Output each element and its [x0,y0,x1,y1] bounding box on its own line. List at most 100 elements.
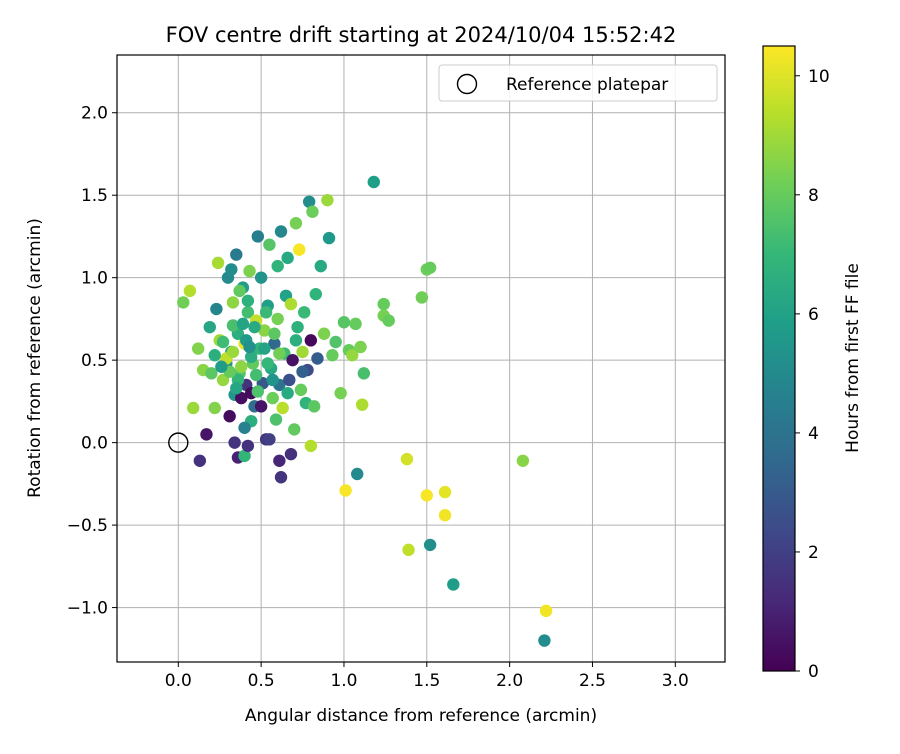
data-point [307,400,321,413]
data-point [226,319,240,332]
x-tick-label: 0.5 [248,671,275,691]
y-tick-label: 0.5 [81,351,108,371]
data-point [259,306,273,319]
data-point [266,373,279,387]
data-point [225,263,238,276]
data-point [346,349,359,362]
data-point [302,195,316,209]
data-point [215,360,228,373]
data-point [284,447,298,461]
data-point [268,327,281,340]
data-point [309,287,323,301]
data-point [269,413,283,426]
data-point [423,261,437,274]
data-point [228,436,241,449]
data-point [238,421,251,434]
data-point [261,357,274,370]
data-point [322,231,336,245]
data-point [263,238,276,251]
data-point [271,259,284,273]
data-point [321,193,334,207]
data-point [296,345,309,359]
data-point [244,350,258,364]
data-point [402,543,415,557]
data-point [281,386,294,400]
data-point [241,294,255,307]
data-point [205,367,218,380]
data-point [251,385,265,398]
data-point [230,248,243,261]
data-point [248,320,261,334]
data-point [254,271,268,284]
data-point [193,454,207,467]
data-point [268,337,281,350]
data-point [208,401,221,415]
colorbar-tick-label: 2 [808,543,819,563]
data-point [273,454,286,467]
data-point [298,306,311,319]
data-point [289,334,303,347]
data-point [538,634,551,647]
data-point [539,604,553,618]
data-point [284,297,298,311]
data-point [382,314,395,327]
colorbar [762,45,796,672]
data-point [203,320,216,334]
data-point [271,312,284,326]
legend-label-reference: Reference platepar [506,75,668,95]
data-point [329,335,342,349]
data-point [263,433,276,446]
data-point [354,340,367,354]
colorbar-tick-label: 8 [808,186,819,206]
data-point [233,284,246,298]
y-tick-label: 1.0 [81,269,108,289]
data-point [243,264,256,278]
data-point [351,467,364,481]
data-point [289,217,303,230]
y-axis-label: Rotation from reference (arcmin) [25,218,45,498]
data-point [438,508,452,522]
data-point [516,454,530,467]
colorbar-tick-label: 4 [808,424,819,444]
data-point [266,391,279,405]
data-point [304,439,318,453]
legend: Reference platepar [438,64,718,102]
data-point [304,334,318,347]
data-point [235,360,248,373]
data-point [251,230,265,243]
data-point [447,578,460,591]
data-point [276,401,289,415]
data-point [423,538,437,552]
plot-frame [116,54,726,663]
data-point [177,296,190,309]
data-point [236,317,250,331]
data-point [226,296,240,309]
colorbar-tick-label: 0 [808,662,819,682]
data-point [349,317,362,331]
data-point [355,398,369,411]
data-point [293,243,306,256]
data-point [258,342,271,355]
data-point [377,297,390,311]
data-point [294,383,308,397]
data-point [254,400,268,413]
colorbar-label: Hours from first FF file [843,263,863,453]
legend-box [438,64,718,102]
data-point [314,259,327,273]
data-point [216,335,230,349]
x-tick-label: 1.0 [330,671,357,691]
data-point [326,349,339,362]
y-tick-label: −0.5 [67,516,108,536]
data-point [415,291,429,304]
data-point [334,386,347,400]
data-point [438,485,452,499]
data-point [216,373,230,387]
data-point [230,381,243,395]
data-point [243,340,256,354]
reference-platepar-marker [168,432,189,453]
data-point [311,352,324,365]
data-point [249,368,263,382]
data-point [274,471,288,484]
chart-title: FOV centre drift starting at 2024/10/04 … [166,23,677,47]
data-point [283,373,296,387]
